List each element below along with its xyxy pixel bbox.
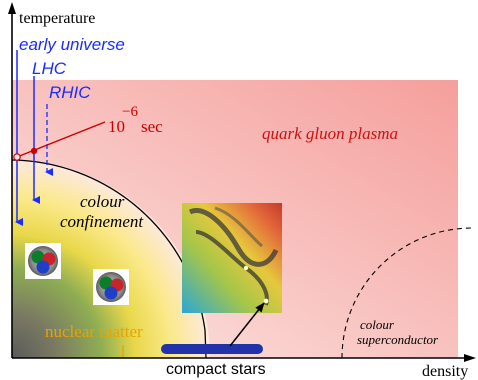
y-axis-arrow (8, 2, 16, 14)
compact-stars-arrow (229, 302, 265, 347)
time-marker-open-dot (13, 153, 21, 161)
nuclear-matter-label: nuclear matter (45, 322, 143, 341)
y-axis-label: temperature (19, 10, 95, 27)
x-axis-arrow (464, 354, 476, 362)
early-universe-label: early universe (19, 35, 125, 54)
time-marker-exponent: −6 (122, 104, 138, 120)
hadron-icon (25, 243, 61, 279)
confinement-label-line1: colour (80, 192, 125, 211)
compact-stars-label: compact stars (166, 361, 266, 378)
time-marker-base: 10 (108, 117, 125, 136)
time-marker-unit: sec (141, 117, 163, 136)
superconductor-label-line1: colour (360, 317, 395, 332)
superconductor-label-line2: superconductor (357, 332, 439, 347)
neutron-star-image (182, 203, 282, 313)
x-axis-label: density (422, 363, 468, 380)
superconductor-boundary (341, 227, 473, 359)
lhc-label: LHC (32, 59, 67, 78)
rhic-label: RHIC (49, 83, 91, 102)
confinement-label-line2: confinement (60, 212, 144, 231)
hadron-icon (93, 269, 129, 305)
time-marker-dot (30, 147, 38, 155)
qgp-label: quark gluon plasma (262, 124, 398, 143)
hadron-region (12, 160, 210, 358)
compact-stars-bar (161, 344, 263, 354)
